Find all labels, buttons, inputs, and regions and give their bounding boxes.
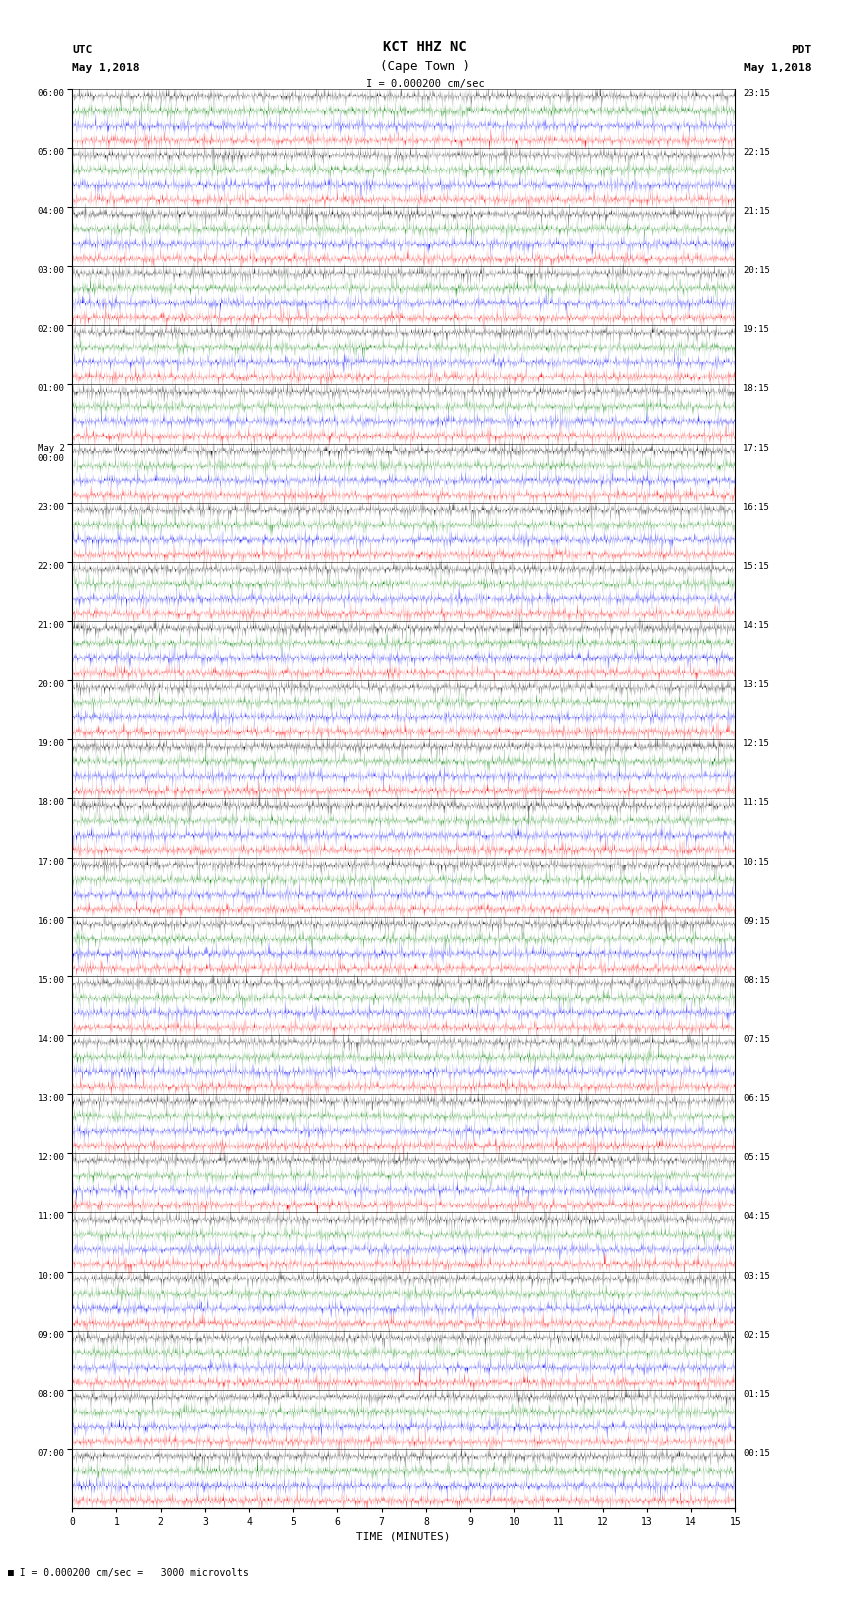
- Text: May 1,2018: May 1,2018: [72, 63, 139, 73]
- Text: KCT HHZ NC: KCT HHZ NC: [383, 40, 467, 55]
- X-axis label: TIME (MINUTES): TIME (MINUTES): [356, 1531, 451, 1542]
- Text: (Cape Town ): (Cape Town ): [380, 60, 470, 73]
- Text: UTC: UTC: [72, 45, 93, 55]
- Text: May 1,2018: May 1,2018: [745, 63, 812, 73]
- Text: I = 0.000200 cm/sec: I = 0.000200 cm/sec: [366, 79, 484, 89]
- Text: PDT: PDT: [791, 45, 812, 55]
- Text: ■ I = 0.000200 cm/sec =   3000 microvolts: ■ I = 0.000200 cm/sec = 3000 microvolts: [8, 1568, 249, 1578]
